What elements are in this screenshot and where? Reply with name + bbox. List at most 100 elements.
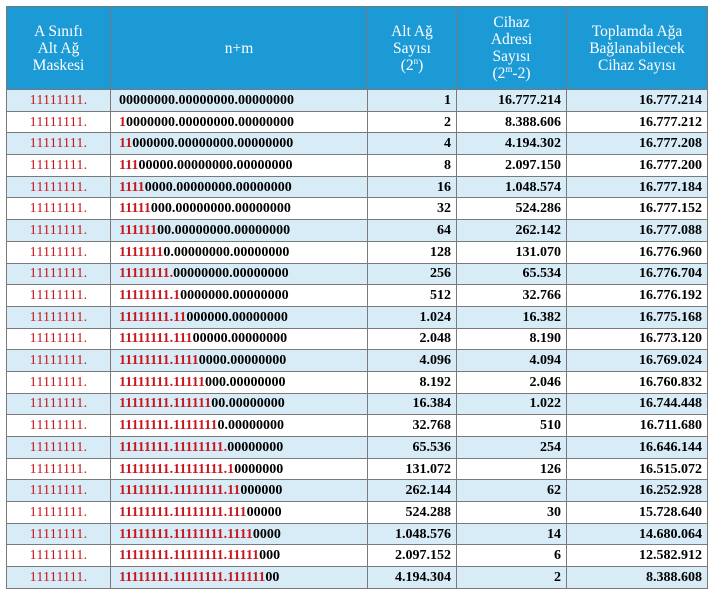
subnet-count-cell: 4 [367, 132, 457, 156]
host-count-cell: 1.022 [456, 392, 567, 416]
subnet-count-cell: 2.097.152 [367, 544, 457, 568]
class-a-subnet-table: A Sınıfı Alt Ağ Maskesi n+m Alt Ağ Sayıs… [6, 6, 708, 589]
total-hosts-cell: 15.728.640 [566, 501, 708, 524]
table-row: 11111111. 10000000.00000000.00000000 2 8.38… [6, 110, 708, 134]
table-row: 11111111. 11111111.11100000.00000000 2.048… [6, 327, 708, 351]
bits-cell: 11111111.11111111.11111100 [110, 566, 368, 589]
formula-end: -2) [512, 65, 531, 82]
mask-prefix-cell: 11111111. [6, 522, 111, 546]
table-row: 11111111. 11100000.00000000.00000000 8 2.09… [6, 154, 708, 177]
network-bits: 11111111.11111 [119, 374, 206, 390]
subnet-count-cell: 4.194.304 [367, 566, 457, 589]
network-bits: 11111111.11111111.1 [119, 461, 235, 477]
host-bits: 00 [265, 569, 280, 585]
host-bits: 0000000 [234, 461, 284, 477]
bits-cell: 11111111.11000000.00000000 [110, 305, 368, 329]
table-row: 11111111. 11111111.11000000.00000000 1.024… [6, 305, 708, 329]
network-bits: 11111111.11111111. [119, 439, 228, 455]
network-bits: 11111 [119, 201, 151, 217]
header-total-hosts-line2: Bağlanabilecek [589, 39, 685, 57]
table-row: 11111111. 11111111.11111111.11111100 4.194… [6, 566, 708, 589]
subnet-count-cell: 32.768 [367, 414, 457, 437]
bits-cell: 11100000.00000000.00000000 [110, 154, 368, 177]
bits-cell: 11111110.00000000.00000000 [110, 240, 368, 264]
network-bits: 11111111.1111 [119, 353, 199, 369]
network-bits: 111 [119, 157, 139, 173]
host-bits: 00000.00000000 [192, 331, 288, 347]
subnet-count-cell: 256 [367, 262, 457, 286]
subnet-count-cell: 64 [367, 219, 457, 242]
mask-prefix-cell: 11111111. [6, 154, 111, 177]
host-count-cell: 32.766 [456, 284, 567, 307]
host-bits: 00000000.00000000 [173, 266, 289, 282]
host-count-cell: 6 [456, 544, 567, 568]
network-bits: 1111 [119, 179, 145, 195]
network-bits: 11111111.11111111.1111 [119, 526, 253, 542]
subnet-count-cell: 512 [367, 284, 457, 307]
bits-cell: 11111111.11111110.00000000 [110, 414, 368, 437]
total-hosts-cell: 12.582.912 [566, 544, 708, 568]
total-hosts-cell: 16.646.144 [566, 436, 708, 459]
total-hosts-cell: 16.776.192 [566, 284, 708, 307]
table-row: 11111111. 11111111.10000000.00000000 512 32… [6, 284, 708, 307]
total-hosts-cell: 16.777.152 [566, 197, 708, 221]
total-hosts-cell: 16.777.214 [566, 89, 708, 112]
host-count-cell: 65.534 [456, 262, 567, 286]
header-n-plus-m: n+m [110, 6, 368, 90]
mask-prefix-cell: 11111111. [6, 262, 111, 286]
mask-prefix-cell: 11111111. [6, 284, 111, 307]
host-count-cell: 254 [456, 436, 567, 459]
bits-cell: 11111111.11100000.00000000 [110, 327, 368, 351]
table-body: 11111111. 00000000.00000000.00000000 1 16.7… [6, 89, 708, 589]
host-count-cell: 4.194.302 [456, 132, 567, 156]
table-row: 11111111. 11111111.11110000.00000000 4.096… [6, 349, 708, 372]
table-row: 11111111. 11111111.00000000.00000000 256 65… [6, 262, 708, 286]
header-subnet-count: Alt Ağ Sayısı (2n) [367, 6, 457, 90]
total-hosts-cell: 16.711.680 [566, 414, 708, 437]
mask-prefix-cell: 11111111. [6, 240, 111, 264]
network-bits: 11111111.11111111.11 [119, 483, 241, 499]
host-count-cell: 262.142 [456, 219, 567, 242]
bits-cell: 11111111.00000000.00000000 [110, 262, 368, 286]
network-bits: 1111111 [119, 244, 164, 260]
total-hosts-cell: 16.769.024 [566, 349, 708, 372]
host-count-cell: 8.388.606 [456, 110, 567, 134]
host-bits: 000000 [240, 483, 283, 499]
total-hosts-cell: 16.760.832 [566, 370, 708, 394]
bits-cell: 11111111.11110000.00000000 [110, 349, 368, 372]
subnet-count-cell: 1.024 [367, 305, 457, 329]
subnet-count-cell: 65.536 [367, 436, 457, 459]
header-subnet-count-line2: Sayısı [393, 39, 431, 57]
network-bits: 11111111. [119, 266, 174, 282]
table-row: 11111111. 11110000.00000000.00000000 16 1.0… [6, 175, 708, 199]
host-count-cell: 2 [456, 566, 567, 589]
bits-cell: 11111111.11111111.11000000 [110, 479, 368, 503]
network-bits: 111111 [119, 222, 158, 238]
mask-prefix-cell: 11111111. [6, 305, 111, 329]
subnet-count-cell: 2.048 [367, 327, 457, 351]
mask-prefix-cell: 11111111. [6, 370, 111, 394]
bits-cell: 11111111.10000000.00000000 [110, 284, 368, 307]
network-bits: 11 [119, 136, 133, 152]
host-count-cell: 2.097.150 [456, 154, 567, 177]
network-bits: 11111111.1111111 [119, 418, 218, 434]
host-bits: 0000000.00000000.00000000 [126, 114, 294, 130]
mask-prefix-cell: 11111111. [6, 479, 111, 503]
header-total-hosts-line3: Cihaz Sayısı [598, 56, 676, 74]
bits-cell: 11000000.00000000.00000000 [110, 132, 368, 156]
network-bits: 11111111.11111111.111111 [119, 569, 266, 585]
host-bits: 00000000 [227, 439, 284, 455]
host-bits: 000000.00000000.00000000 [132, 136, 294, 152]
subnet-count-cell: 8 [367, 154, 457, 177]
table-row: 11111111. 11111111.11111100.00000000 16.38… [6, 392, 708, 416]
formula-exponent: m [505, 63, 513, 74]
host-bits: 000 [259, 548, 281, 564]
network-bits: 1 [119, 114, 126, 130]
host-count-cell: 1.048.574 [456, 175, 567, 199]
mask-prefix-cell: 11111111. [6, 436, 111, 459]
bits-cell: 00000000.00000000.00000000 [110, 89, 368, 112]
header-subnet-mask-line3: Maskesi [32, 56, 85, 74]
host-count-cell: 510 [456, 414, 567, 437]
host-bits: 00.00000000 [211, 396, 285, 412]
total-hosts-cell: 16.776.960 [566, 240, 708, 264]
